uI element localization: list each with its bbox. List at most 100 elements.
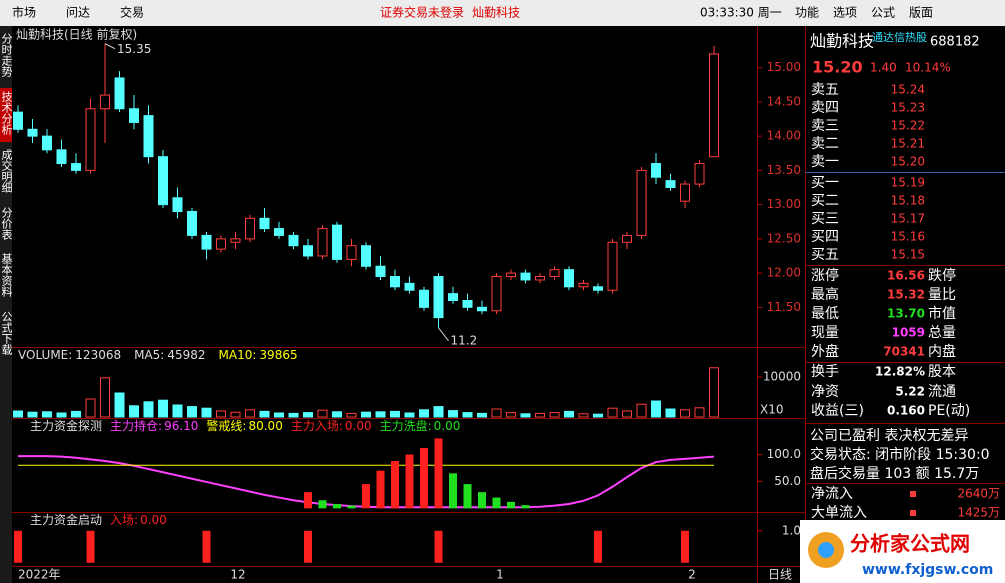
indicator-bar — [347, 505, 356, 509]
side-tab[interactable]: 成交明细 — [0, 149, 13, 193]
volume-bar — [375, 411, 386, 418]
quote-name: 灿勤科技 — [810, 32, 874, 51]
volume-bar — [317, 409, 328, 418]
volume-bar — [491, 408, 502, 418]
candle-body — [520, 272, 531, 281]
candle-body — [346, 245, 357, 260]
menu-item[interactable]: 选项 — [833, 6, 857, 20]
quote-price: 15.20 — [812, 58, 863, 77]
clock: 03:33:30 周一 — [700, 6, 782, 20]
volume-bar — [636, 403, 647, 418]
legend-name: 主力洗盘: — [380, 418, 432, 433]
low-annotation: 11.2 — [451, 333, 478, 347]
volume-bar — [578, 413, 589, 418]
candle-body — [245, 217, 255, 240]
stat-label: 量比 — [928, 287, 956, 303]
indicator-bar — [492, 497, 501, 509]
legend-value: 80.00 — [248, 419, 282, 433]
candle-body — [607, 241, 618, 291]
volume-bar — [549, 412, 560, 418]
side-tab[interactable]: 技术分析 — [0, 91, 13, 136]
candle-body — [535, 276, 545, 281]
candle-body — [85, 108, 96, 171]
y-tick-label: 12.50 — [767, 231, 801, 245]
ask-price: 15.24 — [891, 83, 925, 97]
candle-body — [491, 276, 502, 312]
indicator-bar — [507, 501, 515, 509]
quote-code: 688182 — [930, 35, 980, 50]
side-tab[interactable]: 分时走势 — [0, 33, 13, 77]
stat-label: 股本 — [928, 364, 956, 380]
candle-body — [129, 108, 139, 123]
candle-body — [665, 180, 676, 189]
indicator-bar — [304, 492, 312, 509]
bid-label: 买五 — [811, 247, 839, 263]
period-label: 日线 — [768, 568, 792, 582]
candle-body — [448, 293, 458, 301]
menu-item[interactable]: 交易 — [120, 5, 144, 20]
legend-name: 主力入场: — [291, 419, 343, 433]
candle-body — [216, 238, 226, 250]
candle-body — [361, 245, 371, 267]
high-annotation: 15.35 — [117, 42, 151, 56]
volume-bar — [274, 412, 284, 418]
ask-price: 15.21 — [891, 137, 925, 151]
candle-body — [158, 156, 168, 206]
y-tick-label: 15.00 — [767, 60, 801, 74]
menu-item[interactable]: 版面 — [909, 6, 933, 20]
legend-value: 123068 — [75, 348, 121, 362]
volume-bar — [288, 412, 299, 418]
quote-note: 交易状态: 闭市阶段 15:30:0 — [810, 446, 990, 463]
y-tick-label: 1.0 — [782, 523, 801, 537]
stat-value: 12.82% — [875, 365, 925, 379]
legend-name: 警戒线: — [206, 418, 246, 433]
y-tick-label: 11.50 — [767, 300, 801, 314]
stat-label: 跌停 — [928, 267, 956, 284]
y-tick-label: 14.50 — [767, 94, 801, 108]
volume-bar — [13, 410, 23, 418]
indicator-bar — [318, 500, 327, 509]
legend-value: 0.00 — [345, 419, 372, 433]
candle-body — [694, 163, 705, 185]
menu-item[interactable]: 公式 — [871, 6, 895, 20]
dividers — [12, 26, 1005, 583]
y-tick-label: 13.00 — [767, 197, 801, 211]
stat-value: 1059 — [892, 326, 925, 340]
legend-value: 0.00 — [434, 419, 461, 433]
stat-value: 70341 — [883, 345, 925, 359]
volume-bar — [71, 410, 81, 418]
y-tick-label: 50.0 — [774, 474, 801, 488]
volume-bar — [245, 409, 255, 418]
indicator-legend: 主力资金启动 入场: 0.00 — [30, 512, 167, 527]
stat-label: 净资 — [811, 384, 839, 400]
side-tab[interactable]: 分价表 — [0, 207, 13, 241]
candle-body — [549, 269, 560, 278]
candle-body — [13, 111, 23, 130]
annotation-line — [104, 43, 116, 50]
volume-bar — [303, 412, 313, 418]
volume-bar — [607, 407, 618, 418]
volume-bar — [419, 409, 429, 418]
volume-bar — [477, 412, 487, 418]
indicator-bar — [681, 530, 689, 563]
legend-value: 0.00 — [140, 513, 167, 527]
menu-item[interactable]: 问达 — [66, 6, 90, 20]
volume-bar — [709, 367, 719, 418]
candle-body — [680, 183, 690, 202]
indicator-bar — [434, 530, 443, 563]
chart-title: 灿勤科技(日线 前复权) — [16, 27, 137, 42]
side-tab[interactable]: 基本资料 — [0, 253, 13, 298]
candle-body — [593, 286, 603, 291]
volume-bar — [42, 411, 52, 418]
flow-label: 大单流入 — [811, 505, 867, 521]
menu-item[interactable]: 市场 — [12, 5, 36, 20]
volume-bar — [187, 406, 197, 418]
menu-item[interactable]: 功能 — [795, 6, 819, 20]
candle-body — [332, 224, 342, 260]
side-tab[interactable]: 公式下载 — [0, 311, 13, 355]
volume-bar — [27, 411, 38, 418]
volume-bar — [332, 411, 342, 418]
stat-label: 市值 — [928, 305, 956, 322]
indicator-bar — [594, 530, 602, 563]
